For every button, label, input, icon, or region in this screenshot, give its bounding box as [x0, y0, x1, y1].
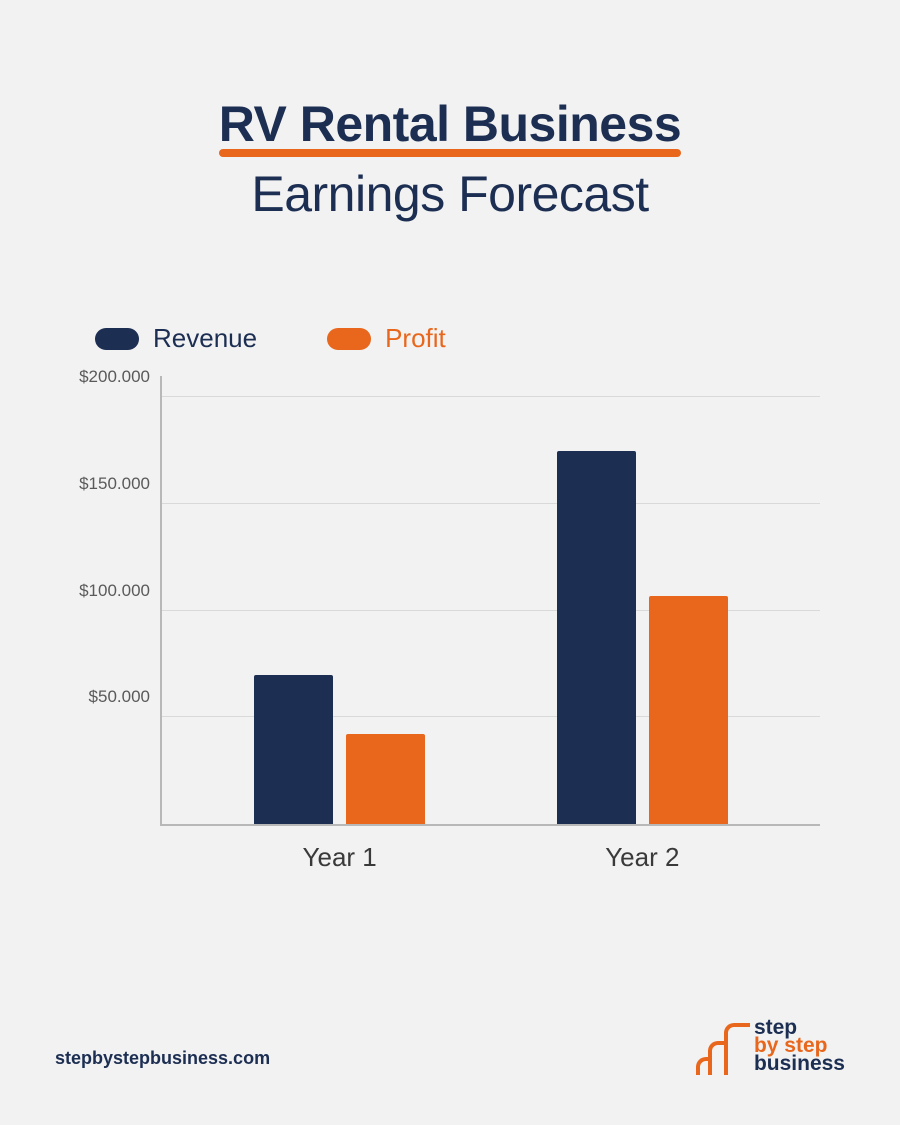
legend-label-revenue: Revenue — [153, 323, 257, 354]
chart-title-block: RV Rental Business Earnings Forecast — [0, 0, 900, 223]
ytick-label: $50.000 — [89, 687, 162, 707]
legend-item-profit: Profit — [327, 323, 446, 354]
chart-plot: $50.000$100.000$150.000$200.000Year 1Yea… — [160, 376, 820, 826]
title-underline — [219, 149, 681, 157]
page-footer: stepbystepbusiness.com step by step busi… — [0, 1015, 900, 1075]
ytick-label: $100.000 — [79, 581, 162, 601]
xlabel: Year 1 — [303, 824, 377, 873]
footer-url: stepbystepbusiness.com — [55, 1048, 270, 1075]
legend-label-profit: Profit — [385, 323, 446, 354]
chart-title-line2: Earnings Forecast — [0, 165, 900, 223]
chart-legend: Revenue Profit — [0, 323, 900, 354]
steps-icon — [696, 1015, 752, 1075]
brand-logo: step by step business — [696, 1015, 845, 1075]
legend-swatch-revenue — [95, 328, 139, 350]
logo-text: step by step business — [754, 1019, 845, 1075]
bar-revenue-1 — [254, 675, 333, 824]
bar-profit-1 — [346, 734, 425, 824]
gridline — [162, 503, 820, 504]
bar-profit-2 — [649, 596, 728, 824]
ytick-label: $150.000 — [79, 474, 162, 494]
xlabel: Year 2 — [605, 824, 679, 873]
ytick-label: $200.000 — [79, 367, 162, 387]
logo-line3: business — [754, 1055, 845, 1073]
title-text-1: RV Rental Business — [219, 96, 681, 152]
chart-area: $50.000$100.000$150.000$200.000Year 1Yea… — [70, 376, 830, 876]
legend-swatch-profit — [327, 328, 371, 350]
bar-revenue-2 — [557, 451, 636, 824]
legend-item-revenue: Revenue — [95, 323, 257, 354]
gridline — [162, 396, 820, 397]
chart-title-line1: RV Rental Business — [219, 95, 681, 153]
